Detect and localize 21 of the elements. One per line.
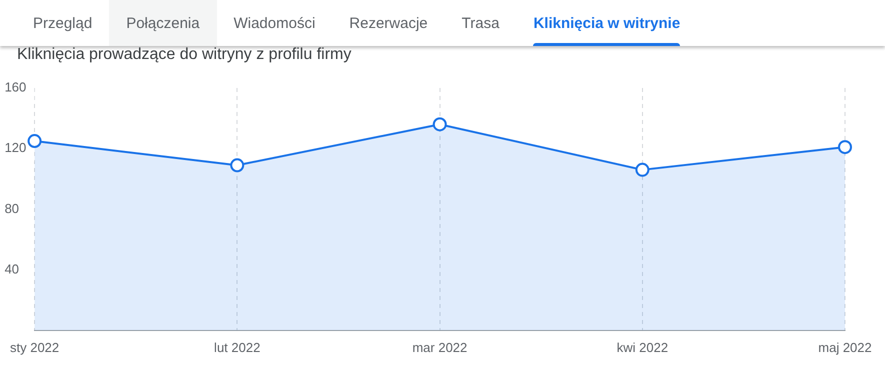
y-tick-label: 40: [4, 261, 20, 276]
point: [838, 140, 852, 154]
text: Wiadomości: [234, 14, 316, 32]
point: [28, 134, 42, 148]
text: Połączenia: [126, 14, 200, 32]
x-tick-label: sty 2022: [10, 340, 60, 355]
chart-title: Kliknięcia prowadzące do witryny z profilu firmy: [16, 46, 352, 65]
point: [635, 162, 650, 177]
y-tick-label: 120: [4, 140, 26, 156]
text: Kliknięcia w witrynie: [533, 14, 680, 32]
x-tick-label: mar 2022: [412, 340, 468, 355]
text: Rezerwacje: [349, 14, 428, 32]
x-tick-label: kwi 2022: [616, 340, 668, 355]
text: Przegląd: [33, 14, 92, 32]
x-tick-label: maj 2022: [818, 340, 872, 355]
y-tick-label: 80: [4, 200, 20, 216]
point: [432, 117, 447, 132]
x-tick-label: lut 2022: [214, 340, 260, 355]
point: [230, 158, 244, 172]
y-tick-label: 160: [4, 80, 26, 95]
text: Trasa: [462, 14, 500, 32]
